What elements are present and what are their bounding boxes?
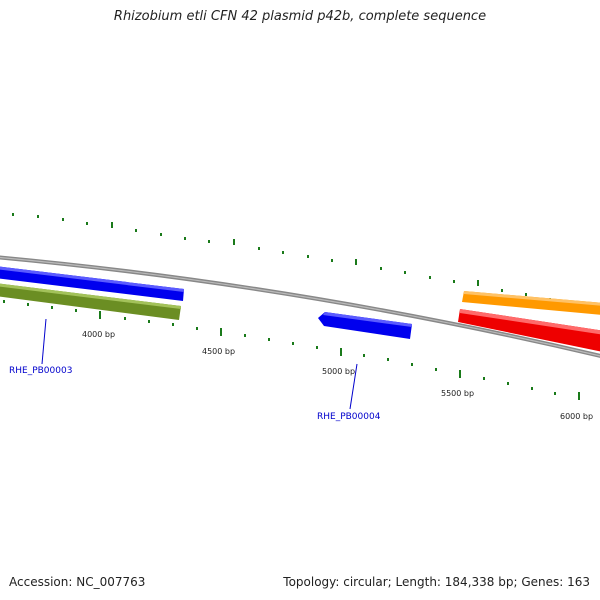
gene-olive[interactable] bbox=[0, 283, 181, 320]
inner-tick-track bbox=[3, 300, 580, 400]
gene-label-line-pb00003 bbox=[41, 318, 47, 365]
summary-text: Topology: circular; Length: 184,338 bp; … bbox=[283, 575, 590, 589]
outer-tick-track bbox=[12, 213, 551, 301]
scale-label-4000: 4000 bp bbox=[82, 330, 115, 339]
scale-label-4500: 4500 bp bbox=[202, 347, 235, 356]
scale-label-6000: 6000 bp bbox=[560, 412, 593, 421]
gene-label-pb00004[interactable]: RHE_PB00004 bbox=[317, 412, 381, 422]
scale-label-5500: 5500 bp bbox=[441, 389, 474, 398]
accession-text: Accession: NC_007763 bbox=[9, 575, 146, 589]
gene-rhe-pb00004[interactable] bbox=[318, 312, 412, 339]
scale-label-5000: 5000 bp bbox=[322, 367, 355, 376]
map-title: Rhizobium etli CFN 42 plasmid p42b, comp… bbox=[113, 9, 487, 24]
gene-red[interactable] bbox=[458, 309, 600, 352]
gene-label-pb00003[interactable]: RHE_PB00003 bbox=[9, 366, 72, 376]
gene-orange[interactable] bbox=[462, 291, 600, 315]
gene-label-line-pb00004 bbox=[349, 363, 358, 410]
gene-blue-forward[interactable] bbox=[0, 266, 184, 301]
